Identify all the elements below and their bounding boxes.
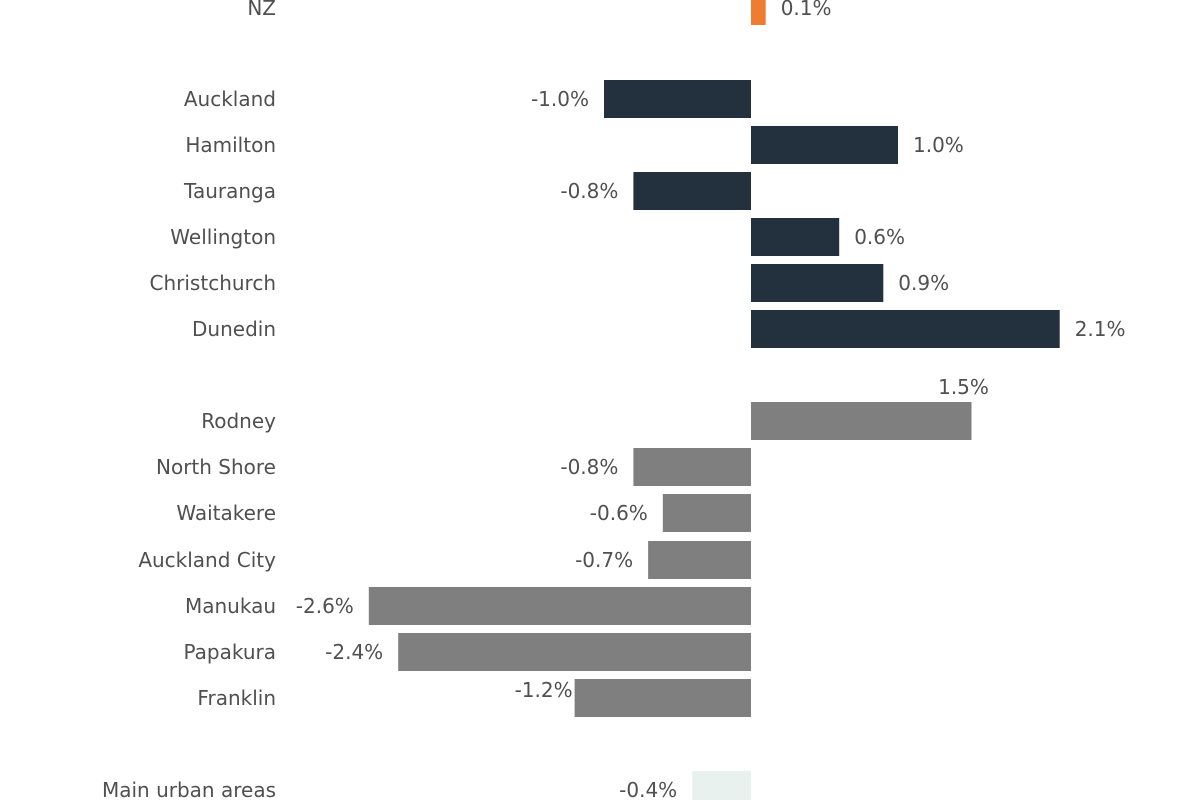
bar-rodney <box>751 402 972 440</box>
value-label-auckland-city: -0.7% <box>575 548 633 572</box>
category-label-auckland: Auckland <box>184 87 276 111</box>
value-label-dunedin: 2.1% <box>1075 317 1126 341</box>
value-label-papakura: -2.4% <box>325 640 383 664</box>
bar-waitakere <box>662 494 751 532</box>
value-label-manukau: -2.6% <box>296 594 354 618</box>
value-label-north-shore: -0.8% <box>560 455 618 479</box>
bars <box>368 0 1060 800</box>
bar-tauranga <box>633 172 751 210</box>
value-label-waitakere: -0.6% <box>590 501 648 525</box>
value-label-nz: 0.1% <box>781 0 832 20</box>
bar-dunedin <box>751 310 1060 348</box>
bar-papakura <box>398 633 751 671</box>
category-label-main-urban-areas: Main urban areas <box>102 778 276 800</box>
bar-main-urban-areas <box>692 771 751 800</box>
bar-north-shore <box>633 448 751 486</box>
bar-nz <box>751 0 766 25</box>
bar-manukau <box>368 587 751 625</box>
category-label-waitakere: Waitakere <box>176 501 276 525</box>
bar-hamilton <box>751 126 898 164</box>
category-label-nz: NZ <box>247 0 276 20</box>
category-label-wellington: Wellington <box>170 225 276 249</box>
category-label-christchurch: Christchurch <box>150 271 276 295</box>
bar-christchurch <box>751 264 884 302</box>
bar-auckland-city <box>648 541 751 579</box>
category-labels: NZ Auckland Hamilton Tauranga Wellington Chri… <box>102 0 276 800</box>
category-label-north-shore: North Shore <box>156 455 276 479</box>
category-label-hamilton: Hamilton <box>185 133 276 157</box>
category-label-dunedin: Dunedin <box>192 317 276 341</box>
category-label-manukau: Manukau <box>185 594 276 618</box>
category-label-papakura: Papakura <box>184 640 277 664</box>
bar-auckland <box>604 80 751 118</box>
category-label-rodney: Rodney <box>201 409 276 433</box>
value-label-christchurch: 0.9% <box>898 271 949 295</box>
category-label-franklin: Franklin <box>197 686 276 710</box>
category-label-auckland-city: Auckland City <box>138 548 276 572</box>
value-label-main-urban-areas: -0.4% <box>619 778 677 800</box>
value-label-hamilton: 1.0% <box>913 133 964 157</box>
value-label-auckland: -1.0% <box>531 87 589 111</box>
value-label-wellington: 0.6% <box>854 225 905 249</box>
value-label-rodney: 1.5% <box>938 375 989 399</box>
category-label-tauranga: Tauranga <box>183 179 276 203</box>
value-label-franklin: -1.2% <box>515 678 573 702</box>
value-label-tauranga: -0.8% <box>560 179 618 203</box>
bar-franklin <box>574 679 751 717</box>
value-labels: 0.1% -1.0% 1.0% -0.8% 0.6% 0.9% 2.1% 1.5% -0.8% -… <box>296 0 1126 800</box>
bar-wellington <box>751 218 840 256</box>
